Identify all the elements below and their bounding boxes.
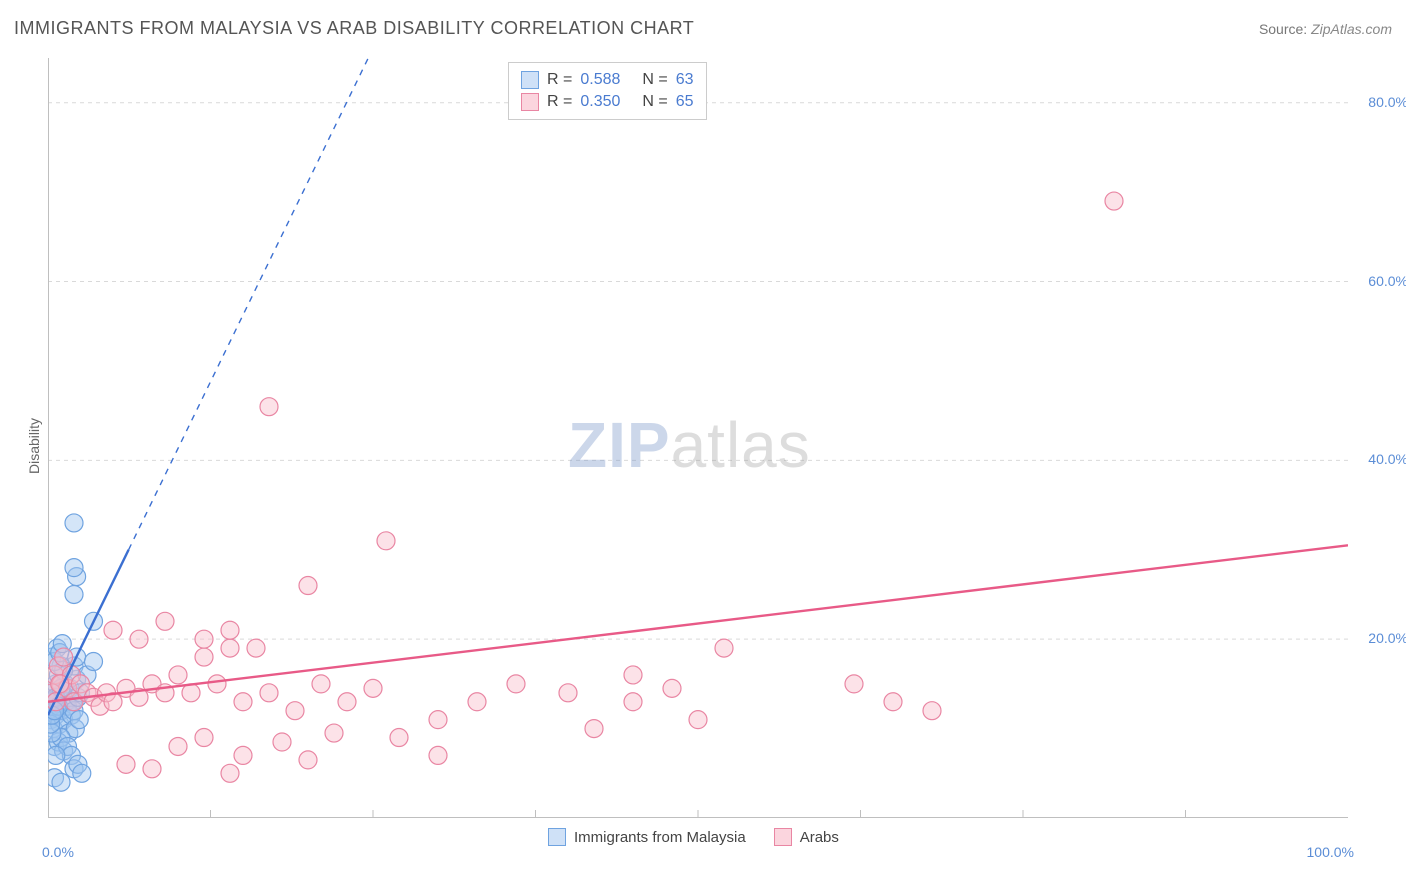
data-point [73,764,91,782]
legend-swatch [521,71,539,89]
data-point [299,577,317,595]
data-point [429,746,447,764]
series-legend-label: Arabs [800,829,839,846]
data-point [85,653,103,671]
y-tick-label: 60.0% [1352,273,1406,289]
data-point [208,675,226,693]
data-point [884,693,902,711]
data-point [260,684,278,702]
legend-n-label: N = [642,71,667,89]
legend-n-value: 63 [676,71,694,89]
data-point [70,711,88,729]
y-tick-label: 40.0% [1352,451,1406,467]
data-point [65,559,83,577]
data-point [130,630,148,648]
data-point [507,675,525,693]
data-point [364,679,382,697]
data-point [55,648,73,666]
data-point [65,585,83,603]
x-tick-label: 100.0% [1307,844,1354,860]
data-point [923,702,941,720]
y-tick-label: 80.0% [1352,94,1406,110]
data-point [143,760,161,778]
x-tick-label: 0.0% [42,844,74,860]
data-point [48,746,65,764]
data-point [247,639,265,657]
legend-r-value: 0.350 [580,93,620,111]
data-point [195,630,213,648]
data-point [663,679,681,697]
source-label: Source: [1259,21,1307,37]
data-point [117,755,135,773]
source-value: ZipAtlas.com [1311,21,1392,37]
legend-r-value: 0.588 [580,71,620,89]
legend-row: R = 0.588 N = 63 [521,69,694,91]
data-point [559,684,577,702]
scatter-plot: ZIPatlas R =0.588N =63R =0.350N =65 Immi… [48,58,1348,818]
data-point [377,532,395,550]
series-legend-label: Immigrants from Malaysia [574,829,746,846]
series-legend-item: Arabs [774,828,839,846]
data-point [260,398,278,416]
data-point [325,724,343,742]
data-point [312,675,330,693]
legend-n-value: 65 [676,93,694,111]
y-tick-label: 20.0% [1352,630,1406,646]
trend-line-extrapolated [129,58,438,550]
data-point [1105,192,1123,210]
data-point [468,693,486,711]
data-point [169,666,187,684]
data-point [338,693,356,711]
data-point [221,639,239,657]
data-point [624,693,642,711]
data-point [195,648,213,666]
data-point [182,684,200,702]
data-point [52,773,70,791]
data-point [65,514,83,532]
data-point [624,666,642,684]
data-point [715,639,733,657]
y-axis-label: Disability [26,418,42,474]
data-point [104,621,122,639]
data-point [221,621,239,639]
data-point [234,746,252,764]
chart-title: IMMIGRANTS FROM MALAYSIA VS ARAB DISABIL… [14,18,694,39]
legend-swatch [774,828,792,846]
chart-canvas [48,58,1348,818]
data-point [195,729,213,747]
legend-swatch [548,828,566,846]
data-point [299,751,317,769]
legend-r-label: R = [547,71,572,89]
series-legend-item: Immigrants from Malaysia [548,828,746,846]
legend-r-label: R = [547,93,572,111]
data-point [273,733,291,751]
trend-line [48,545,1348,701]
correlation-legend: R = 0.588 N = 63 R = 0.350 N = 65 [508,62,707,120]
data-point [689,711,707,729]
data-point [585,720,603,738]
data-point [286,702,304,720]
series-legend: Immigrants from Malaysia Arabs [548,828,839,846]
legend-n-label: N = [642,93,667,111]
data-point [234,693,252,711]
data-point [845,675,863,693]
legend-row: R = 0.350 N = 65 [521,91,694,113]
source-attribution: Source: ZipAtlas.com [1259,21,1392,37]
data-point [221,764,239,782]
data-point [156,612,174,630]
legend-swatch [521,93,539,111]
data-point [429,711,447,729]
data-point [390,729,408,747]
data-point [169,737,187,755]
